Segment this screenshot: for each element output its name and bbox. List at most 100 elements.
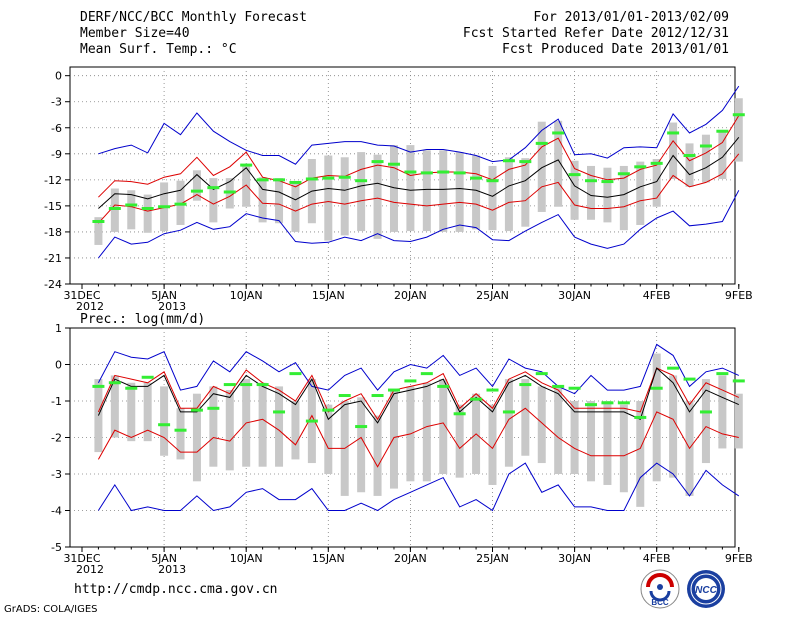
ensemble-box xyxy=(176,408,185,460)
ensemble-box xyxy=(110,188,119,232)
ensemble-box xyxy=(258,177,267,223)
ncc-logo: NCC xyxy=(687,570,725,608)
ensemble-box xyxy=(275,178,284,224)
ensemble-box xyxy=(734,393,743,449)
ensemble-box xyxy=(701,134,710,183)
ensemble-box xyxy=(340,157,349,236)
y-tick-label: -9 xyxy=(51,148,62,161)
y-tick-label: -24 xyxy=(44,278,62,291)
ensemble-box xyxy=(537,121,546,212)
y-tick-label: -4 xyxy=(51,505,62,518)
x-tick-label: 20JAN xyxy=(394,289,427,302)
ensemble-box xyxy=(488,404,497,485)
ensemble-box xyxy=(373,154,382,239)
ensemble-box xyxy=(455,152,464,232)
y-tick-label: 0 xyxy=(55,359,62,372)
series-min xyxy=(98,190,740,259)
y-tick-label: -21 xyxy=(44,252,62,265)
x-tick-label: 9FEB xyxy=(725,552,753,565)
series-max xyxy=(97,343,740,395)
ensemble-box xyxy=(636,161,645,225)
y-tick-label: -6 xyxy=(51,122,62,135)
ensemble-box xyxy=(389,145,398,232)
ensemble-box xyxy=(570,401,579,474)
ensemble-box xyxy=(127,190,136,230)
ensemble-box xyxy=(685,143,694,187)
ensemble-box xyxy=(192,170,201,201)
footer-url[interactable]: http://cmdp.ncc.cma.gov.cn xyxy=(74,582,278,597)
ensemble-box xyxy=(587,401,596,482)
y-tick-label: 1 xyxy=(55,322,62,335)
ensemble-box xyxy=(554,120,563,207)
series-spread-upper xyxy=(97,367,740,421)
x-tick-label: 9FEB xyxy=(725,289,753,302)
series-mean xyxy=(98,136,740,209)
y-tick-label: -18 xyxy=(44,226,62,239)
x-tick-label: 31DEC xyxy=(63,552,100,565)
ensemble-box xyxy=(619,404,628,493)
y-tick-label: 0 xyxy=(55,70,62,83)
y-tick-label: -3 xyxy=(51,468,62,481)
ensemble-box xyxy=(504,379,513,467)
ensemble-box xyxy=(373,415,382,496)
y-tick-label: -15 xyxy=(44,200,62,213)
ensemble-box xyxy=(209,178,218,223)
series-spread-upper xyxy=(98,115,740,198)
ensemble-box xyxy=(619,165,628,231)
variable-label: Mean Surf. Temp.: °C xyxy=(80,42,237,57)
forecast-produced-date: Fcst Produced Date 2013/01/01 xyxy=(502,42,729,57)
ensemble-box xyxy=(143,382,152,442)
ensemble-box xyxy=(225,390,234,471)
ensemble-box xyxy=(291,182,300,232)
ensemble-box xyxy=(439,150,448,232)
ensemble-box xyxy=(603,401,612,485)
ensemble-box xyxy=(127,382,136,442)
x-tick-label: 4FEB xyxy=(643,552,671,565)
x-tick-label: 25JAN xyxy=(476,289,509,302)
grads-credit: GrADS: COLA/IGES xyxy=(4,604,98,615)
x-tick-label: 10JAN xyxy=(230,552,263,565)
series-min xyxy=(97,462,740,512)
ensemble-box xyxy=(554,386,563,474)
series-spread-lower xyxy=(98,153,740,224)
ensemble-box xyxy=(422,150,431,232)
bcc-logo: BCC xyxy=(640,569,680,609)
ensemble-box xyxy=(209,386,218,467)
precip-subtitle: Prec.: log(mm/d) xyxy=(80,312,205,327)
x-tick-label: 25JAN xyxy=(476,552,509,565)
ensemble-box xyxy=(603,167,612,223)
ensemble-box xyxy=(439,379,448,474)
ensemble-box xyxy=(110,375,119,438)
y-tick-label: -12 xyxy=(44,174,62,187)
ensemble-box xyxy=(324,404,333,474)
ensemble-box xyxy=(521,158,530,227)
y-tick-label: -5 xyxy=(51,541,62,554)
x-tick-label: 5JAN xyxy=(151,552,177,565)
ensemble-box xyxy=(160,386,169,456)
ensemble-box xyxy=(94,217,103,245)
x-tick-sublabel: 2013 xyxy=(158,563,186,576)
ensemble-box xyxy=(718,375,727,449)
x-tick-label: 10JAN xyxy=(230,289,263,302)
ensemble-box xyxy=(570,160,579,220)
ensemble-box xyxy=(258,382,267,467)
ensemble-box xyxy=(357,397,366,493)
ensemble-box xyxy=(669,122,678,179)
ensemble-box xyxy=(652,159,661,207)
x-tick-label: 5JAN xyxy=(151,289,177,302)
x-tick-label: 31DEC xyxy=(63,289,100,302)
plot-frame xyxy=(69,66,736,285)
ncc-logo-text: NCC xyxy=(695,585,717,596)
ensemble-box xyxy=(455,404,464,478)
ensemble-box xyxy=(389,390,398,489)
ensemble-box xyxy=(521,379,530,456)
x-tick-sublabel: 2013 xyxy=(158,300,186,313)
chart-title: DERF/NCC/BCC Monthly Forecast xyxy=(80,10,307,25)
x-tick-label: 15JAN xyxy=(312,289,345,302)
ensemble-box xyxy=(324,155,333,241)
header-left: DERF/NCC/BCC Monthly Forecast Member Size… xyxy=(80,10,307,58)
ensemble-box xyxy=(422,382,431,482)
ensemble-box xyxy=(734,98,743,162)
